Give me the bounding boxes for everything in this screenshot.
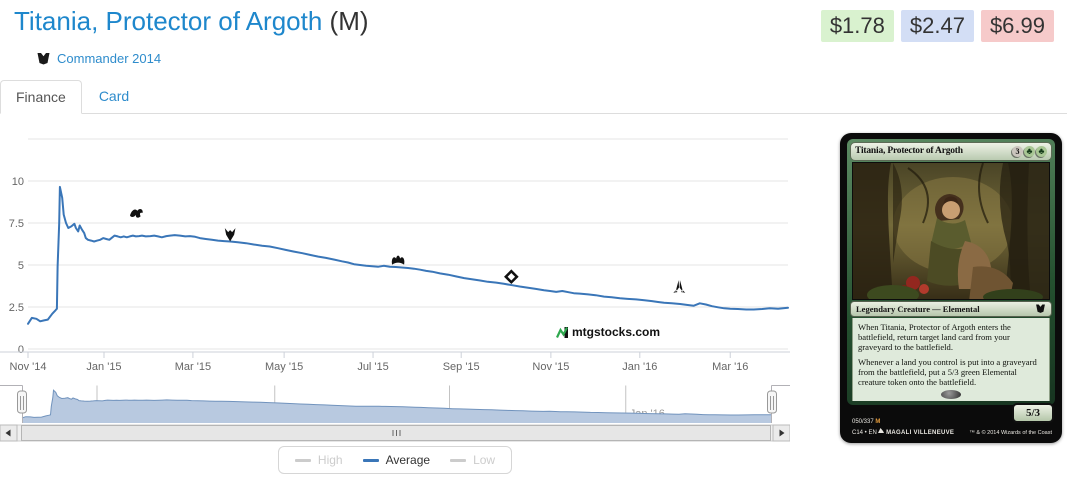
y-axis-label: 5 — [18, 260, 24, 272]
watermark: mtgstocks.com — [556, 325, 660, 339]
y-axis-label: 2.5 — [9, 302, 24, 314]
legend-dash-average — [362, 458, 379, 462]
set-symbol-battle-for-zendikar-icon — [504, 269, 519, 285]
chart-legend: High Average Low — [0, 446, 790, 474]
card-type-line: Legendary Creature — Elemental — [850, 300, 1052, 318]
x-axis-label: Nov '14 — [10, 361, 47, 373]
set-symbol-oath-of-the-gatewatch-icon — [673, 280, 686, 293]
watermark-text: mtgstocks.com — [572, 325, 661, 339]
tab-bar: Finance Card — [0, 80, 1067, 114]
tab-card[interactable]: Card — [98, 88, 130, 104]
x-axis-label: Jan '15 — [86, 361, 121, 373]
price-high-badge: $6.99 — [980, 10, 1054, 42]
x-axis-label: Mar '15 — [175, 361, 211, 373]
legend-item-low[interactable]: Low — [450, 453, 495, 467]
set-row: Commander 2014 — [36, 51, 161, 66]
mana-green-icon: ♣ — [1036, 145, 1047, 157]
card-collector-info: 050/337 M C14 • EN Magali Villeneuve — [852, 419, 955, 436]
scrollbar-right-arrow-icon — [779, 429, 785, 437]
scrollbar-left-arrow-icon — [5, 429, 11, 437]
set-symbol-dragons-of-tarkir-icon — [224, 228, 236, 242]
holofoil-stamp-icon — [941, 390, 961, 399]
card-art — [852, 161, 1050, 300]
tab-finance[interactable]: Finance — [0, 80, 82, 114]
set-symbol-commander-2014-icon — [37, 53, 50, 65]
x-axis-label: Nov '15 — [532, 361, 569, 373]
card-copyright: ™ & © 2014 Wizards of the Coast — [969, 430, 1052, 436]
mana-green-icon: ♣ — [1024, 145, 1035, 157]
legend-dash-high — [294, 458, 311, 462]
set-symbol-commander-2014-icon — [1036, 304, 1045, 314]
price-chart: 0 2.5 5 7.5 10 Nov '14 Jan '15 Mar '15 May '15 Ju… — [0, 133, 791, 483]
x-axis-label: Mar '16 — [712, 361, 748, 373]
price-low-badge: $1.78 — [820, 10, 894, 42]
card-title-bar: Titania, Protector of Argoth 3 ♣ ♣ — [850, 142, 1052, 161]
mana-cost: 3 ♣ ♣ — [1012, 145, 1047, 157]
power-toughness: 5/3 — [1012, 403, 1054, 423]
chart-canvas: 0 2.5 5 7.5 10 Nov '14 Jan '15 Mar '15 May '15 Ju… — [0, 138, 791, 442]
y-axis-label: 0 — [18, 344, 24, 356]
set-link[interactable]: Commander 2014 — [57, 51, 162, 66]
mtgstocks-logo-icon — [556, 326, 568, 338]
card-title: Titania, Protector of Argoth — [855, 146, 963, 157]
set-symbol-fate-reforged-icon — [130, 209, 143, 218]
set-symbol-magic-origins-icon — [391, 255, 405, 265]
navigator-handle-right[interactable] — [767, 390, 777, 414]
card-rules-text: When Titania, Protector of Argoth enters… — [852, 318, 1050, 401]
x-axis-label: May '15 — [265, 361, 303, 373]
legend-item-high[interactable]: High — [294, 453, 343, 467]
y-axis-label: 7.5 — [9, 218, 24, 230]
page-title: Titania, Protector of Argoth (M) — [14, 6, 369, 37]
price-line-average — [27, 185, 789, 325]
card-frame: Titania, Protector of Argoth 3 ♣ ♣ — [847, 139, 1055, 405]
mtg-card: Titania, Protector of Argoth 3 ♣ ♣ — [840, 133, 1062, 443]
price-badges: $1.78 $2.47 $6.99 — [820, 10, 1054, 42]
x-axis-label: Sep '15 — [443, 361, 480, 373]
navigator-handle-left[interactable] — [17, 390, 27, 414]
artist-brush-icon — [878, 427, 885, 433]
y-axis-label: 10 — [12, 176, 24, 188]
x-axis-label: Jan '16 — [622, 361, 657, 373]
x-axis-label: Jul '15 — [357, 361, 388, 373]
card-name-link[interactable]: Titania, Protector of Argoth — [14, 6, 323, 36]
price-average-badge: $2.47 — [900, 10, 974, 42]
legend-item-average[interactable]: Average — [362, 453, 430, 467]
legend-dash-low — [450, 458, 467, 462]
navigator-area-outline — [21, 389, 773, 419]
scrollbar-thumb-grip-icon — [392, 430, 401, 436]
mana-generic-icon: 3 — [1012, 145, 1023, 157]
rarity-label: (M) — [329, 6, 369, 36]
